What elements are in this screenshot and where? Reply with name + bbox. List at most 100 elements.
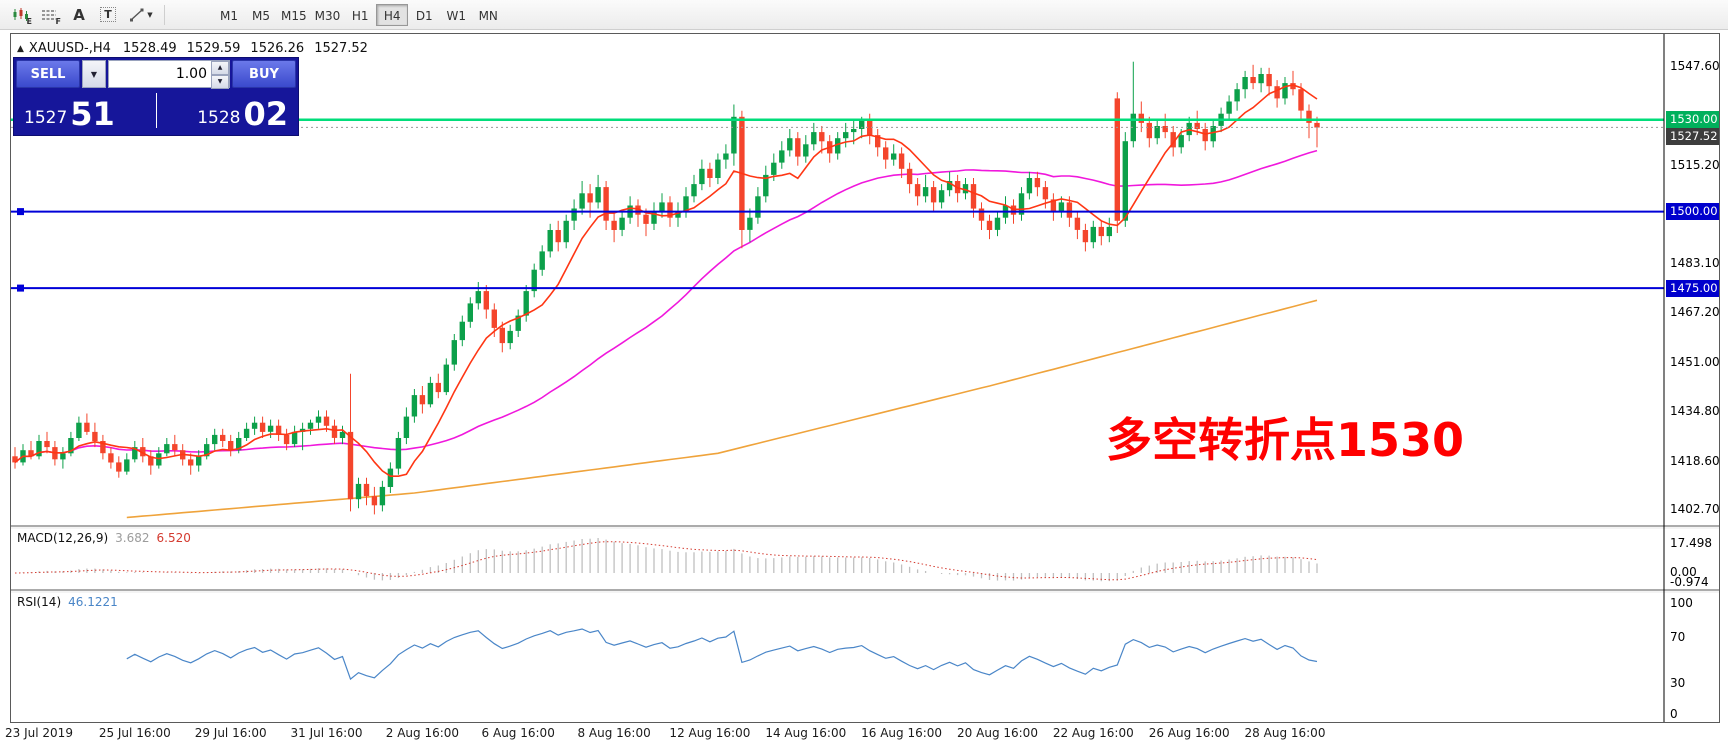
symbol-header: ▲ XAUUSD-,H4 1528.49 1529.59 1526.26 152… — [17, 41, 378, 56]
macd-axis-label: 17.498 — [1670, 536, 1712, 550]
quote-divider — [156, 93, 157, 128]
rsi-name: RSI(14) — [17, 595, 62, 609]
sell-button[interactable]: SELL — [16, 60, 80, 88]
time-label: 16 Aug 16:00 — [861, 726, 943, 740]
timeframe-group: M1 M5 M15 M30 H1 H4 D1 W1 MN — [213, 3, 504, 26]
chevron-down-icon: ▼ — [90, 69, 98, 79]
time-label: 31 Jul 16:00 — [290, 726, 363, 740]
bid-price[interactable]: 1527 51 — [24, 94, 156, 133]
price-badge-1527.52: 1527.52 — [1666, 128, 1719, 146]
ohlc-open: 1528.49 — [122, 41, 177, 56]
bid-main: 1527 — [24, 108, 68, 129]
ohlc-high: 1529.59 — [186, 41, 241, 56]
macd-main-value: 3.682 — [115, 531, 150, 545]
ohlc-low: 1526.26 — [250, 41, 305, 56]
text-label-button[interactable]: A — [66, 3, 92, 27]
toolbar-separator — [164, 4, 165, 25]
time-axis: 23 Jul 2019 25 Jul 16:00 29 Jul 16:00 31 Ju… — [5, 726, 1722, 744]
time-label: 29 Jul 16:00 — [194, 726, 267, 740]
volume-input[interactable]: 1.00 — [175, 66, 207, 82]
ask-main: 1528 — [197, 108, 241, 129]
macd-signal-line — [14, 541, 1318, 581]
chevron-down-icon: ▼ — [147, 10, 153, 19]
time-label: 6 Aug 16:00 — [481, 726, 555, 740]
bid-pips: 51 — [70, 94, 115, 133]
price-badge-1500.00: 1500.00 — [1666, 203, 1719, 221]
price-axis-label: 1467.20 — [1670, 304, 1720, 319]
price-axis-label: 1483.10 — [1670, 256, 1720, 271]
time-label: 25 Jul 16:00 — [98, 726, 171, 740]
macd-indicator-label: MACD(12,26,9) 3.682 6.520 — [17, 531, 191, 545]
annotation-text: 多空转折点1530 — [1106, 413, 1465, 467]
rsi-axis-label: 0 — [1670, 707, 1678, 721]
price-axis-label: 1515.20 — [1670, 158, 1720, 173]
price-badge-1475.00: 1475.00 — [1666, 279, 1719, 297]
timeframe-m15[interactable]: M15 — [281, 8, 307, 23]
rsi-indicator-label: RSI(14) 46.1221 — [17, 595, 118, 609]
line-tools-button[interactable]: ▼ — [124, 3, 158, 27]
time-label: 2 Aug 16:00 — [385, 726, 460, 740]
text-frame-icon: T — [100, 7, 116, 22]
time-label: 14 Aug 16:00 — [765, 726, 847, 740]
time-label: 23 Jul 2019 — [5, 726, 73, 740]
macd-name: MACD(12,26,9) — [17, 531, 109, 545]
ask-pips: 02 — [243, 94, 288, 133]
ohlc-close: 1527.52 — [314, 41, 368, 56]
rsi-line — [126, 628, 1318, 681]
price-badge-1530.00: 1530.00 — [1666, 111, 1719, 129]
stepper-down-button[interactable]: ▼ — [211, 75, 229, 89]
time-label: 26 Aug 16:00 — [1148, 726, 1230, 740]
charts-button[interactable]: E — [8, 3, 34, 27]
price-axis-label: 1434.80 — [1670, 404, 1720, 419]
quote-display: 1527 51 1528 02 — [16, 88, 296, 133]
time-label: 20 Aug 16:00 — [957, 726, 1038, 740]
timeframe-w1[interactable]: W1 — [446, 8, 467, 23]
line-tools-icon — [130, 8, 144, 21]
timeframe-d1[interactable]: D1 — [415, 8, 433, 23]
text-frame-button[interactable]: T — [95, 3, 121, 27]
rsi-axis-label: 100 — [1670, 596, 1693, 610]
price-axis-label: 1418.60 — [1670, 453, 1720, 468]
hline-handle[interactable] — [17, 284, 24, 292]
timeframe-h1[interactable]: H1 — [351, 8, 369, 23]
charts-icon-subscript: E — [26, 16, 32, 26]
chart-window: ▲ XAUUSD-,H4 1528.49 1529.59 1526.26 152… — [10, 33, 1720, 723]
macd-axis-label: 0.00 — [1670, 565, 1697, 579]
timeframe-h4[interactable]: H4 — [376, 3, 409, 26]
hline-handle[interactable] — [17, 208, 24, 216]
rsi-value: 46.1221 — [68, 595, 118, 609]
collapse-arrow-icon: ▲ — [17, 43, 24, 54]
volume-dropdown-button[interactable]: ▼ — [82, 60, 106, 88]
stepper-up-button[interactable]: ▲ — [211, 61, 229, 75]
time-label: 28 Aug 16:00 — [1244, 726, 1326, 740]
indicators-button[interactable]: F — [37, 3, 63, 27]
toolbar: E F A T ▼ M1 M5 M15 M30 H1 H4 D1 W1 MN — [0, 0, 1728, 30]
macd-signal-value: 6.520 — [156, 531, 191, 545]
macd-axis-label: -0.974 — [1670, 575, 1709, 589]
price-axis-label: 1402.70 — [1670, 502, 1720, 517]
caret-down-icon: ▼ — [217, 78, 223, 85]
rsi-axis-label: 30 — [1670, 676, 1686, 690]
text-label-icon: A — [73, 5, 85, 24]
timeframe-mn[interactable]: MN — [478, 8, 498, 23]
volume-stepper: ▲ ▼ — [211, 61, 229, 89]
price-chart-canvas[interactable] — [11, 34, 1719, 722]
ask-price[interactable]: 1528 02 — [156, 94, 288, 133]
time-label: 8 Aug 16:00 — [577, 726, 651, 740]
symbol-label: XAUUSD-,H4 — [28, 41, 111, 56]
indicators-icon-subscript: F — [55, 16, 61, 26]
price-axis-label: 1547.60 — [1670, 59, 1720, 73]
caret-up-icon: ▲ — [217, 64, 223, 71]
buy-button[interactable]: BUY — [232, 60, 296, 88]
timeframe-m30[interactable]: M30 — [314, 8, 341, 23]
timeframe-m5[interactable]: M5 — [252, 8, 270, 23]
price-axis-label: 1451.00 — [1670, 354, 1720, 369]
macd-histogram — [22, 538, 1318, 582]
one-click-trading-panel: SELL ▼ 1.00 ▲ ▼ BUY 1527 51 1528 02 — [14, 58, 298, 135]
time-label: 12 Aug 16:00 — [669, 726, 751, 740]
volume-inputbox: 1.00 ▲ ▼ — [108, 60, 230, 89]
indicators-icon — [42, 9, 56, 20]
timeframe-m1[interactable]: M1 — [220, 8, 238, 23]
charts-icon — [13, 7, 28, 21]
slow-ma-line — [126, 299, 1318, 519]
